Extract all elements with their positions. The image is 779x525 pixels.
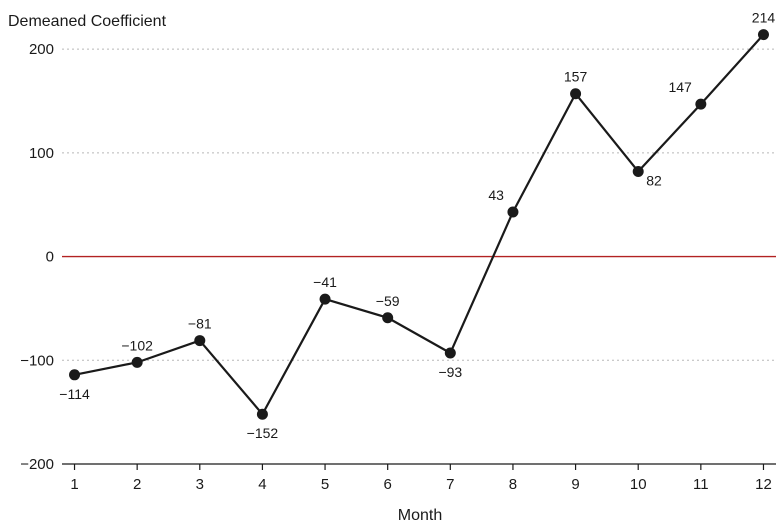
- data-point: [507, 206, 519, 218]
- data-label: 157: [564, 69, 588, 85]
- x-tick-label: 6: [384, 476, 392, 493]
- axes: [62, 463, 776, 470]
- y-tick-label: −200: [20, 456, 54, 473]
- x-tick-label: 1: [70, 476, 78, 493]
- data-point: [69, 369, 81, 381]
- x-tick-label: 7: [446, 476, 454, 493]
- data-point: [757, 29, 769, 41]
- data-label: 214: [752, 10, 776, 26]
- y-tick-labels: 200 100 0 −100 −200: [20, 41, 54, 473]
- data-point: [382, 312, 394, 324]
- y-tick-label: 100: [29, 145, 54, 162]
- x-tick-label: 3: [196, 476, 204, 493]
- data-label: 82: [646, 173, 662, 189]
- data-label: −152: [247, 425, 279, 441]
- data-point: [444, 347, 456, 359]
- data-point: [570, 88, 582, 100]
- x-tick-label: 5: [321, 476, 329, 493]
- data-label: −93: [438, 364, 462, 380]
- data-point: [632, 166, 644, 178]
- y-axis-label: Demeaned Coefficient: [8, 13, 167, 30]
- y-tick-label: −100: [20, 352, 54, 369]
- y-tick-label: 200: [29, 41, 54, 58]
- data-point: [319, 293, 331, 305]
- x-tick-label: 11: [693, 476, 709, 493]
- x-tick-label: 9: [571, 476, 579, 493]
- gridlines: [62, 48, 776, 361]
- series-line: [74, 33, 765, 416]
- y-tick-label: 0: [46, 249, 54, 266]
- x-tick-label: 4: [258, 476, 266, 493]
- data-point: [695, 98, 707, 110]
- data-label: 43: [488, 187, 504, 203]
- data-label: −41: [313, 274, 337, 290]
- data-labels: −114 −102 −81 −152 −41 −59 −93 43 157 82 147 214: [59, 10, 775, 442]
- data-label: −81: [188, 316, 212, 332]
- data-point: [256, 408, 268, 420]
- x-tick-label: 8: [509, 476, 517, 493]
- data-label: −59: [376, 293, 400, 309]
- data-label: 147: [668, 79, 692, 95]
- data-label: −114: [59, 386, 90, 402]
- data-point: [131, 356, 143, 368]
- data-points: [69, 29, 769, 420]
- x-tick-label: 12: [755, 476, 772, 493]
- data-point: [194, 335, 206, 347]
- x-tick-label: 10: [630, 476, 647, 493]
- x-axis-label: Month: [398, 507, 442, 524]
- x-tick-labels: 1 2 3 4 5 6 7 8 9 10 11 12: [70, 476, 771, 493]
- x-tick-label: 2: [133, 476, 141, 493]
- data-label: −102: [121, 337, 153, 353]
